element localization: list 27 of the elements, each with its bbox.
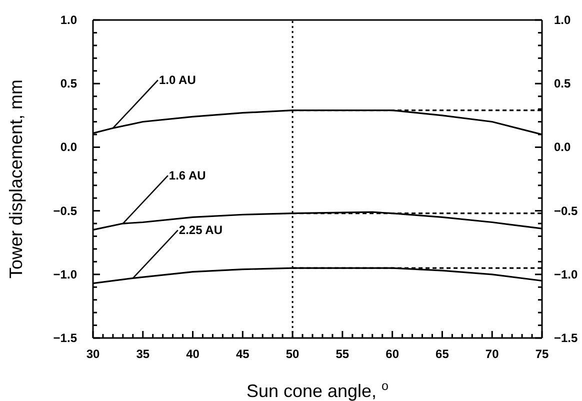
x-tick-label: 70 bbox=[485, 347, 500, 361]
y-tick-label: −0.5 bbox=[53, 204, 78, 218]
y2-tick-label: 0.0 bbox=[554, 140, 572, 154]
y2-tick-label: −1.5 bbox=[554, 331, 578, 345]
y-tick-label: 0.5 bbox=[60, 76, 78, 91]
y2-tick-label: −0.5 bbox=[554, 204, 578, 218]
x-tick-label: 55 bbox=[336, 347, 350, 361]
annotation: 1.6 AU bbox=[168, 168, 206, 183]
x-tick-label: 50 bbox=[286, 347, 300, 361]
y-tick-label: −1.5 bbox=[53, 331, 78, 345]
annotation: 1.0 AU bbox=[158, 73, 196, 88]
annotation: 2.25 AU bbox=[178, 223, 222, 238]
x-axis-title: Sun cone angle, $^{o}$ bbox=[246, 379, 389, 401]
x-tick-label: 40 bbox=[186, 347, 200, 361]
x-tick-label: 35 bbox=[136, 347, 150, 361]
x-tick-label: 65 bbox=[436, 347, 450, 361]
y2-tick-label: 1.0 bbox=[554, 13, 572, 27]
y2-tick-label: 0.5 bbox=[554, 76, 572, 91]
y2-tick-label: −1.0 bbox=[554, 267, 578, 282]
y-tick-label: 1.0 bbox=[60, 13, 78, 27]
x-tick-label: 45 bbox=[236, 347, 250, 361]
y-axis-title: Tower displacement, mm bbox=[6, 79, 26, 279]
x-tick-label: 60 bbox=[386, 347, 400, 361]
x-tick-label: 30 bbox=[86, 347, 100, 361]
y-tick-label: −1.0 bbox=[53, 267, 78, 282]
y-tick-label: 0.0 bbox=[60, 140, 78, 154]
x-tick-label: 75 bbox=[535, 347, 549, 361]
